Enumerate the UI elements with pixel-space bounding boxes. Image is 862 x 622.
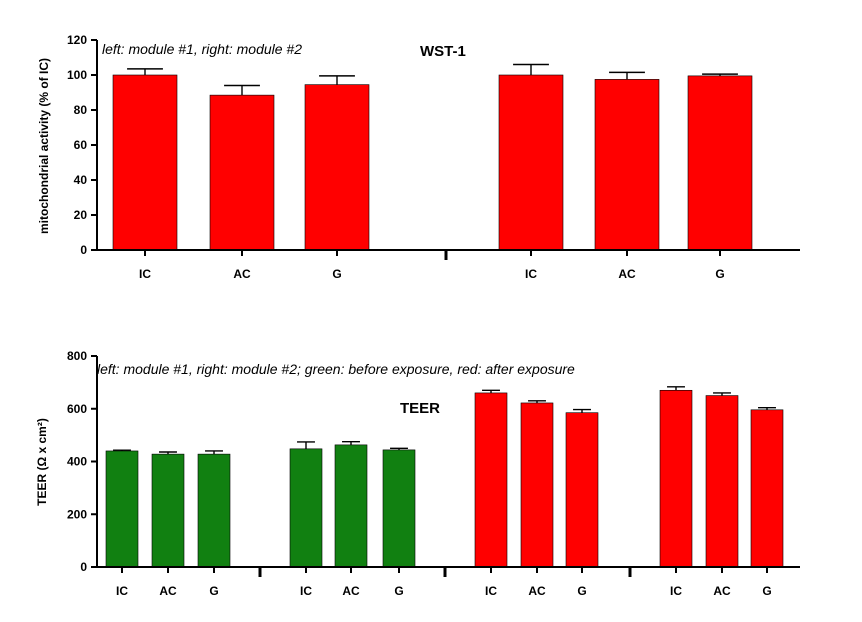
bar <box>334 444 368 568</box>
category-label: AC <box>233 267 251 281</box>
category-label: AC <box>159 584 177 598</box>
bar <box>705 395 739 568</box>
y-tick-label: 80 <box>74 103 88 117</box>
y-tick-label: 0 <box>80 560 87 574</box>
bar <box>304 84 370 251</box>
bar <box>197 453 231 568</box>
teer-chart: TEER left: module #1, right: module #2; … <box>35 349 800 598</box>
y-axis-label: mitochondrial activity (% of IC) <box>37 58 51 234</box>
chart-title: WST-1 <box>420 43 466 60</box>
chart-annotation: left: module #1, right: module #2 <box>102 41 302 57</box>
bar <box>209 94 275 251</box>
category-label: IC <box>139 267 151 281</box>
y-axis-label: TEER (Ω x cm²) <box>35 418 49 506</box>
bar <box>112 74 178 251</box>
y-tick-label: 200 <box>67 507 87 521</box>
bar <box>151 453 185 568</box>
category-label: IC <box>525 267 537 281</box>
y-tick-label: 20 <box>74 208 88 222</box>
bar <box>105 450 139 568</box>
category-label: AC <box>713 584 731 598</box>
y-tick-label: 120 <box>67 33 87 47</box>
category-label: G <box>332 267 341 281</box>
bar <box>520 402 554 568</box>
y-tick-label: 60 <box>74 138 88 152</box>
bar <box>565 412 599 568</box>
category-label: G <box>394 584 403 598</box>
category-label: AC <box>528 584 546 598</box>
category-label: AC <box>618 267 636 281</box>
y-tick-label: 600 <box>67 402 87 416</box>
category-label: G <box>209 584 218 598</box>
bar <box>382 449 416 568</box>
y-tick-label: 0 <box>80 243 87 257</box>
bar <box>498 74 564 251</box>
bar <box>687 75 753 251</box>
category-label: IC <box>116 584 128 598</box>
chart-annotation: left: module #1, right: module #2; green… <box>97 361 575 377</box>
y-tick-label: 400 <box>67 455 87 469</box>
category-label: IC <box>300 584 312 598</box>
category-label: AC <box>342 584 360 598</box>
category-label: G <box>577 584 586 598</box>
y-tick-label: 100 <box>67 68 87 82</box>
category-label: G <box>762 584 771 598</box>
bar <box>474 392 508 568</box>
y-tick-label: 40 <box>74 173 88 187</box>
category-label: IC <box>485 584 497 598</box>
bar <box>289 448 323 568</box>
bar <box>594 79 660 251</box>
category-label: G <box>715 267 724 281</box>
category-label: IC <box>670 584 682 598</box>
bar <box>659 389 693 568</box>
bar <box>750 409 784 568</box>
chart-title: TEER <box>400 400 440 417</box>
y-tick-label: 800 <box>67 349 87 363</box>
wst1-chart: WST-1 left: module #1, right: module #2 … <box>37 33 800 281</box>
